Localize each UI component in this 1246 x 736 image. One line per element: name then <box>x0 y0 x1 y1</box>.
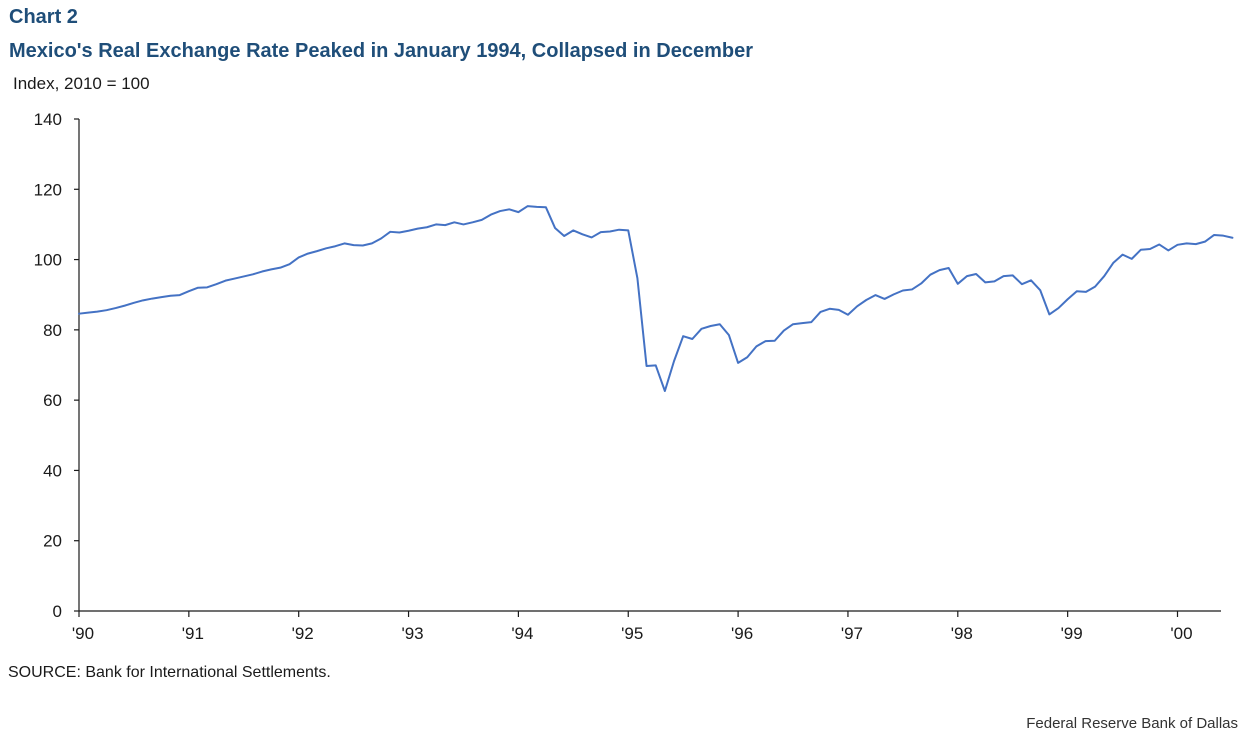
x-tick-label: '90 <box>72 624 94 643</box>
y-tick-label: 120 <box>34 180 62 199</box>
series-group <box>78 205 1234 393</box>
series-line <box>78 205 1234 393</box>
y-tick-label: 80 <box>43 321 62 340</box>
chart-title: Mexico's Real Exchange Rate Peaked in Ja… <box>9 40 753 62</box>
x-tick-label: '98 <box>951 624 973 643</box>
x-tick-label: '93 <box>401 624 423 643</box>
x-tick-label: '92 <box>292 624 314 643</box>
y-tick-label: 0 <box>53 602 62 621</box>
x-tick-label: '91 <box>182 624 204 643</box>
y-axis-unit-label: Index, 2010 = 100 <box>13 74 150 93</box>
y-tick-label: 60 <box>43 391 62 410</box>
x-tick-label: '99 <box>1061 624 1083 643</box>
y-axis: 0 20 40 60 80 100 120 140 <box>34 110 80 621</box>
x-tick-label: '00 <box>1170 624 1192 643</box>
chart-label: Chart 2 <box>9 6 78 28</box>
x-tick-label: '95 <box>621 624 643 643</box>
x-axis: '90 '91 '92 '93 '94 '95 '96 '97 '98 '99 '00 <box>72 610 1221 643</box>
x-tick-label: '94 <box>511 624 533 643</box>
credit-note: Federal Reserve Bank of Dallas <box>1026 715 1238 732</box>
y-tick-label: 100 <box>34 251 62 270</box>
x-tick-label: '96 <box>731 624 753 643</box>
y-tick-label: 20 <box>43 532 62 551</box>
x-tick-label: '97 <box>841 624 863 643</box>
y-tick-label: 140 <box>34 110 62 129</box>
y-tick-label: 40 <box>43 461 62 480</box>
source-note: SOURCE: Bank for International Settlemen… <box>8 664 331 681</box>
